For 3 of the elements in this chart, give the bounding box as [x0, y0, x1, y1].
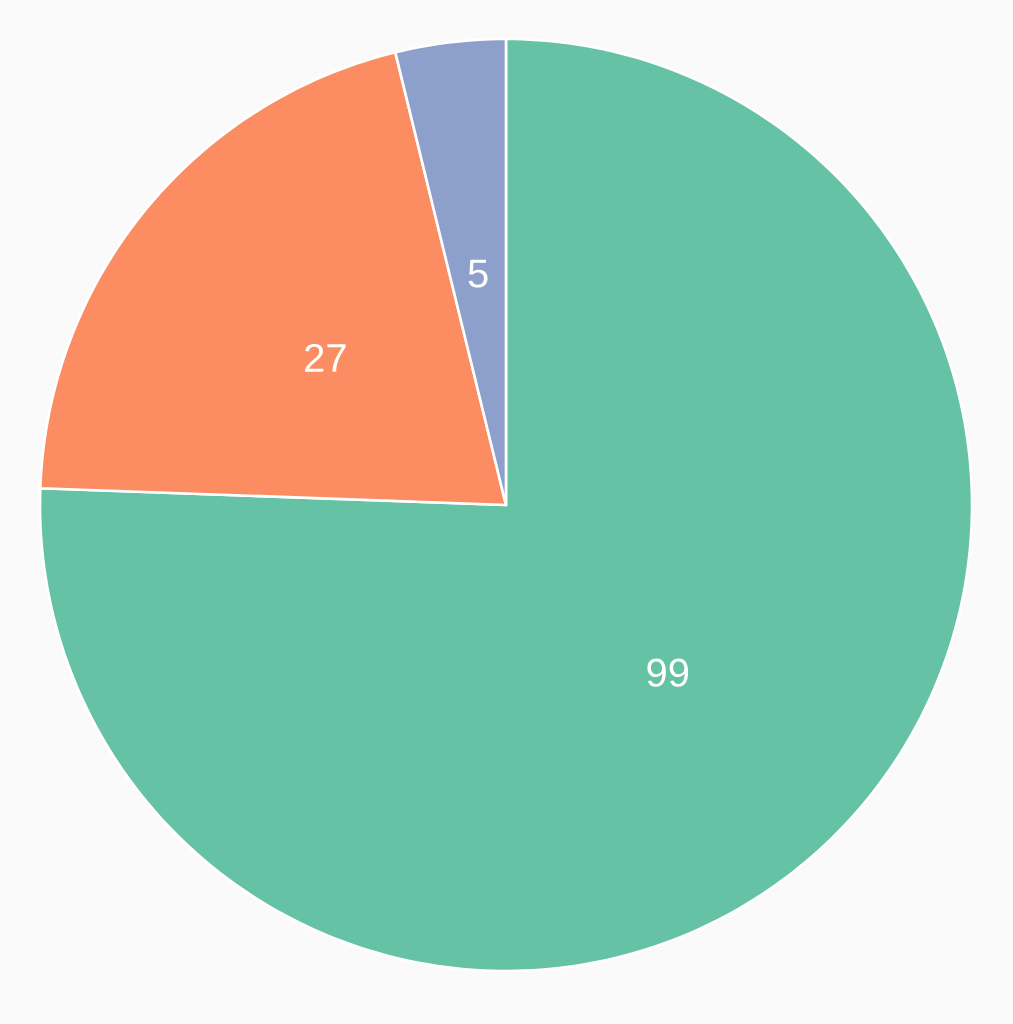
data-label: 99 [647, 658, 689, 687]
data-label: 5 [468, 259, 488, 288]
data-label: 27 [305, 343, 346, 372]
